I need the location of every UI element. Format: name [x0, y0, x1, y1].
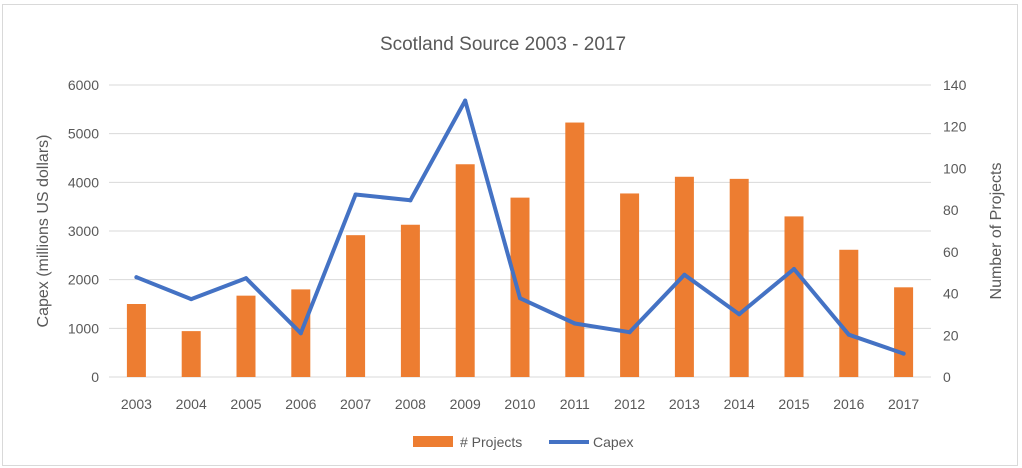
capex-point-2008: [408, 198, 413, 203]
chart-title: Scotland Source 2003 - 2017: [380, 34, 626, 55]
bar-projects-2004: [181, 331, 201, 377]
x-tick-label: 2006: [285, 396, 316, 412]
bar-projects-2008: [400, 224, 420, 377]
capex-point-2009: [463, 98, 468, 103]
x-tick-label: 2004: [176, 396, 207, 412]
bar-projects-2012: [620, 193, 640, 377]
chart-frame: Scotland Source 2003 - 2017 0 1000 2000 300…: [2, 4, 1018, 466]
x-tick-label: 2015: [778, 396, 809, 412]
right-tick-label: 60: [943, 244, 959, 260]
left-tick-label: 5000: [68, 126, 99, 142]
chart-svg: Scotland Source 2003 - 2017 010002000300…: [35, 34, 1005, 450]
x-tick-label: 2007: [340, 396, 371, 412]
right-tick-label: 100: [943, 160, 967, 176]
left-tick-label: 2000: [68, 272, 99, 288]
right-tick-label: 20: [943, 327, 959, 343]
bar-projects-2011: [565, 122, 585, 378]
x-tick-label: 2003: [121, 396, 152, 412]
x-tick-label: 2011: [560, 396, 590, 412]
bar-projects-2014: [729, 178, 749, 377]
right-tick-label: 0: [943, 369, 951, 385]
x-tick-label: 2009: [450, 396, 481, 412]
capex-point-2006: [298, 331, 303, 336]
x-tick-label: 2017: [888, 396, 919, 412]
line-series-capex: [134, 98, 906, 356]
x-tick-label: 2013: [669, 396, 700, 412]
bar-projects-2005: [236, 295, 256, 377]
left-axis-ticks: 0 1000 2000 3000 4000 5000 6000: [68, 77, 99, 385]
capex-point-2015: [792, 266, 796, 271]
left-tick-label: 0: [91, 369, 99, 385]
bar-projects-2009: [455, 164, 475, 377]
bar-projects-2015: [784, 216, 804, 377]
x-tick-label: 2016: [833, 396, 864, 412]
legend: # Projects Capex: [413, 434, 633, 450]
right-tick-label: 120: [943, 119, 967, 135]
capex-point-2016: [846, 332, 851, 337]
x-tick-label: 2008: [395, 396, 426, 412]
bar-projects-2007: [346, 235, 366, 377]
x-tick-label: 2005: [230, 396, 261, 412]
legend-label-projects: # Projects: [460, 434, 522, 450]
bar-series-projects: [126, 122, 914, 378]
legend-swatch-projects: [413, 436, 453, 447]
left-tick-label: 4000: [68, 174, 99, 190]
capex-point-2012: [627, 330, 632, 335]
x-tick-label: 2014: [724, 396, 755, 412]
bar-projects-2017: [894, 287, 914, 377]
right-tick-label: 80: [943, 202, 959, 218]
capex-point-2011: [572, 321, 577, 326]
left-tick-label: 1000: [68, 320, 99, 336]
right-tick-label: 140: [943, 77, 967, 93]
capex-point-2005: [244, 276, 248, 281]
bar-projects-2010: [510, 197, 530, 377]
x-tick-label: 2012: [614, 396, 645, 412]
bar-projects-2016: [839, 249, 859, 377]
capex-point-2014: [737, 312, 742, 317]
capex-point-2017: [901, 351, 906, 356]
right-axis-ticks: 0 20 40 60 80 100 120 140: [943, 77, 967, 385]
capex-point-2013: [682, 272, 687, 277]
right-axis-title: Number of Projects: [988, 163, 1005, 300]
x-tick-label: 2010: [504, 396, 535, 412]
capex-point-2004: [189, 297, 194, 302]
capex-point-2003: [134, 275, 139, 280]
bar-projects-2003: [126, 304, 146, 377]
left-axis-title: Capex (millions US dollars): [35, 135, 52, 328]
left-tick-label: 3000: [68, 223, 99, 239]
x-axis-ticks: 2003 2004 2005 2006 2007 2008 2009 2010 2011 2012…: [121, 396, 920, 412]
legend-label-capex: Capex: [593, 434, 633, 450]
capex-point-2010: [518, 296, 522, 301]
right-tick-label: 40: [943, 286, 959, 302]
capex-point-2007: [353, 192, 358, 197]
left-tick-label: 6000: [68, 77, 99, 93]
